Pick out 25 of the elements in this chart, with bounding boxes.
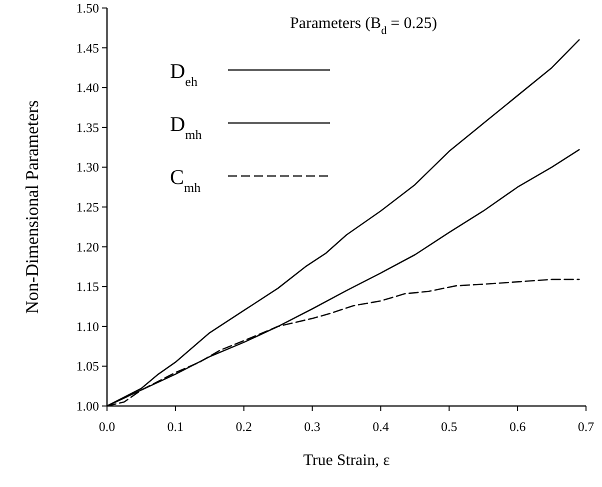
legend-label: D$_{eh}$ [170,59,198,88]
x-tick-label: 0.1 [167,419,184,434]
y-tick-label: 1.30 [76,160,99,175]
legend-label: C$_{mh}$ [170,165,202,194]
y-tick-label: 1.25 [76,200,99,214]
y-axis-title: Non-Dimensional Parameters [22,100,42,314]
y-tick-label: 1.35 [76,120,99,135]
x-tick-label: 0.7 [578,419,595,434]
x-tick-label: 0.5 [441,419,458,434]
y-tick-label: 1.10 [76,318,99,334]
x-tick-label: 0.3 [304,419,320,434]
x-axis-title: True Strain, ε [303,452,390,469]
y-tick-label: 1.50 [76,0,99,16]
y-tick-label: 1.40 [76,80,99,96]
x-tick-label: 0.6 [509,419,526,434]
y-tick-label: 1.15 [76,279,99,294]
x-tick-label: 0.2 [236,419,252,434]
y-tick-label: 1.05 [76,358,99,374]
x-tick-label: 0.4 [372,419,390,434]
y-tick-label: 1.00 [76,398,99,414]
y-tick-label: 1.20 [76,239,99,254]
legend-title: Parameters (B$_{d}$ = 0.25) [290,15,438,37]
y-tick-label: 1.45 [76,40,99,56]
legend-label: D$_{mh}$ [170,112,202,142]
x-tick-label: 0.0 [98,419,116,434]
